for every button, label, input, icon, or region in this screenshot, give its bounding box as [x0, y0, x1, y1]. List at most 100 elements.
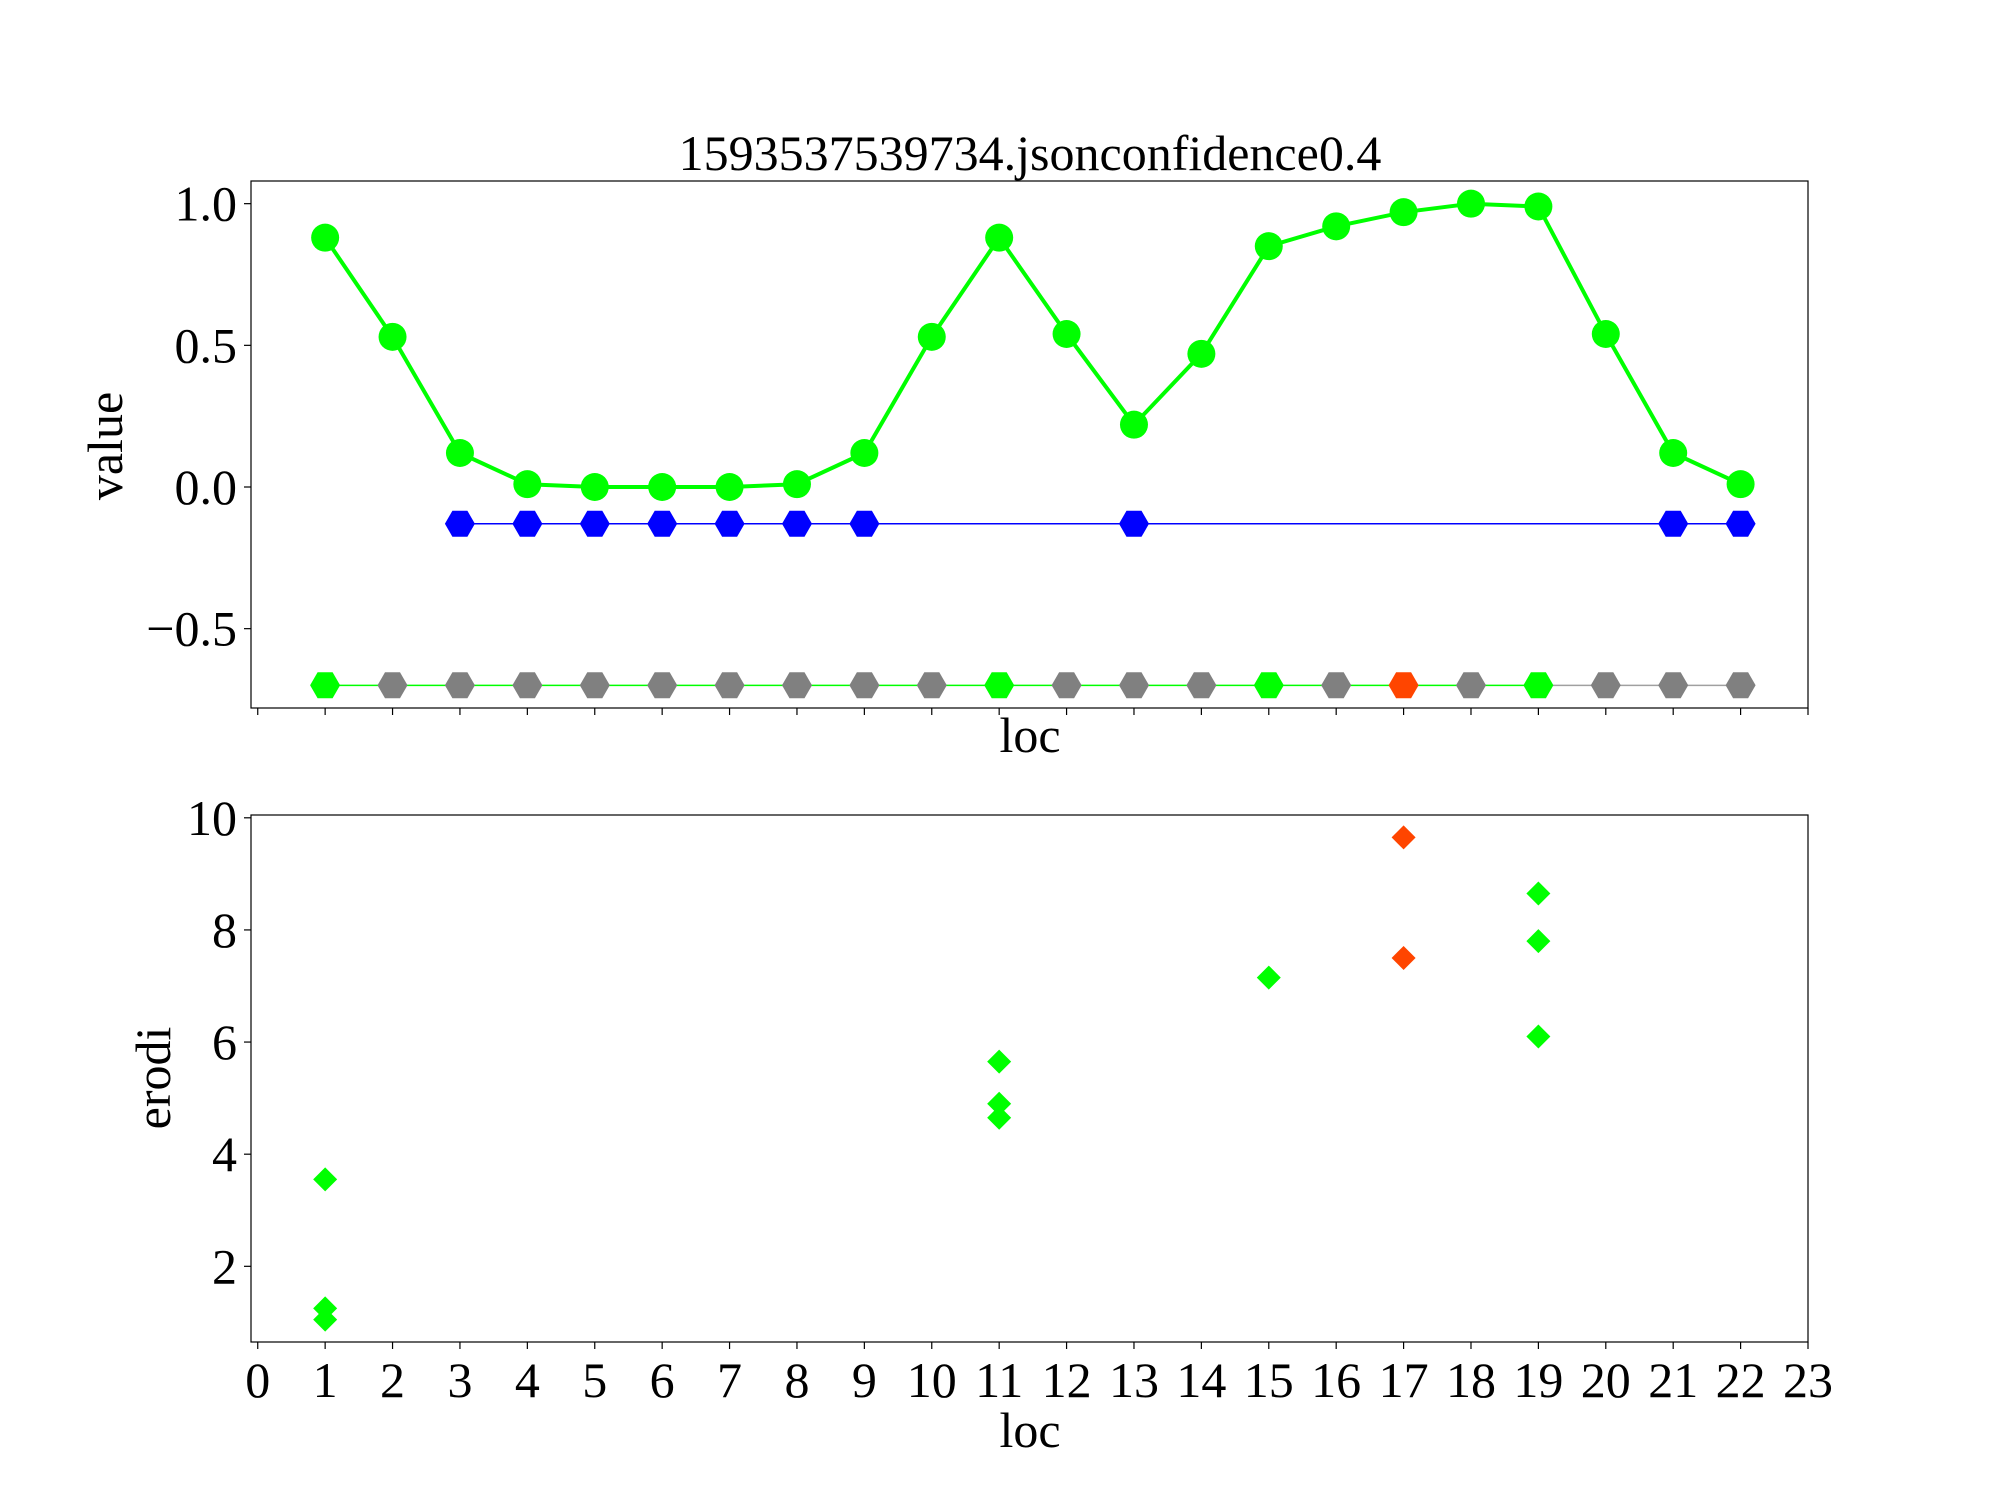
erodi-point [313, 1167, 338, 1192]
value-point [445, 439, 474, 467]
y-tick-label: 8 [212, 902, 237, 958]
value-point [1119, 410, 1148, 439]
status-point [1051, 672, 1082, 699]
value-point [1052, 320, 1081, 348]
status-point [1590, 672, 1621, 699]
y-tick-label: 2 [212, 1238, 237, 1294]
status-point [579, 672, 610, 699]
x-tick-label: 3 [447, 1352, 472, 1408]
value-point [1389, 198, 1418, 227]
x-tick-label: 0 [245, 1352, 270, 1408]
x-tick-label: 13 [1109, 1352, 1159, 1408]
erodi-point [1526, 929, 1551, 954]
x-tick-label: 14 [1176, 1352, 1226, 1408]
value-point [782, 470, 811, 499]
erodi-point [987, 1105, 1012, 1130]
blue-point [1725, 510, 1756, 537]
value-point [1456, 189, 1485, 218]
y-tick-label: −0.5 [146, 601, 237, 657]
value-point [1322, 212, 1351, 241]
erodi-point [987, 1091, 1012, 1116]
value-point [1591, 320, 1620, 348]
blue-point [782, 510, 812, 537]
value-point [648, 473, 677, 501]
top-subplot: 1593537539734.jsonconfidence0.4 1.0 0.5 0.… [77, 125, 1809, 763]
blue-point [444, 510, 475, 537]
status-point [714, 672, 745, 699]
top-plot-area [310, 189, 1756, 699]
erodi-point [987, 1049, 1012, 1074]
x-tick-label: 23 [1783, 1352, 1833, 1408]
x-tick-label: 21 [1648, 1352, 1698, 1408]
status-point [1523, 672, 1554, 699]
chart-title: 1593537539734.jsonconfidence0.4 [679, 125, 1382, 181]
bottom-subplot: 0 1 2 3 4 5 6 7 8 9 10 11 12 13 14 15 16 17 18 19 20 21 22 23 2… [125, 790, 1833, 1458]
status-point [1253, 672, 1284, 699]
status-point [377, 672, 408, 699]
bottom-y-ticks: 2 4 6 8 10 [187, 790, 251, 1294]
x-tick-label: 22 [1716, 1352, 1766, 1408]
erodi-point [1526, 881, 1551, 906]
x-tick-label: 6 [650, 1352, 675, 1408]
bottom-plot-frame [250, 814, 1809, 1343]
erodi-point [1256, 965, 1281, 990]
x-tick-label: 9 [852, 1352, 877, 1408]
status-point [647, 672, 678, 699]
y-tick-label: 1.0 [175, 176, 238, 232]
status-point [1388, 672, 1419, 699]
erodi-point [1391, 945, 1416, 970]
value-point [311, 223, 340, 252]
x-tick-label: 12 [1042, 1352, 1092, 1408]
x-tick-label: 15 [1244, 1352, 1294, 1408]
top-x-axis-label: loc [999, 707, 1060, 763]
bottom-plot-area [313, 825, 1551, 1332]
status-point [310, 672, 341, 699]
erodi-point [1526, 1024, 1551, 1049]
status-point [849, 672, 880, 699]
value-point [715, 473, 744, 501]
blue-point [1119, 510, 1149, 537]
value-point [1726, 470, 1755, 499]
value-point [985, 223, 1014, 252]
bottom-y-axis-label: erodi [125, 1027, 181, 1130]
value-point [513, 470, 542, 499]
x-tick-label: 11 [975, 1352, 1023, 1408]
value-point [580, 473, 609, 501]
status-point [512, 672, 543, 699]
bottom-x-ticks: 0 1 2 3 4 5 6 7 8 9 10 11 12 13 14 15 16 17 18 19 20 21 22 23 [245, 1342, 1833, 1408]
x-tick-label: 8 [784, 1352, 809, 1408]
y-tick-label: 4 [212, 1126, 237, 1182]
value-point [1659, 439, 1688, 467]
top-plot-frame [250, 180, 1809, 709]
y-tick-label: 6 [212, 1014, 237, 1070]
x-tick-label: 17 [1379, 1352, 1429, 1408]
blue-point [849, 510, 880, 537]
blue-point [647, 510, 678, 537]
x-tick-label: 4 [515, 1352, 540, 1408]
value-series-line [323, 201, 1742, 489]
erodi-point [1391, 825, 1416, 850]
x-tick-label: 7 [717, 1352, 742, 1408]
status-point [1186, 672, 1217, 699]
status-point [1658, 672, 1689, 699]
blue-point [512, 510, 543, 537]
x-tick-label: 2 [380, 1352, 405, 1408]
x-tick-label: 19 [1513, 1352, 1563, 1408]
top-y-axis-label: value [77, 392, 133, 500]
value-point [1524, 192, 1553, 221]
x-tick-label: 20 [1581, 1352, 1631, 1408]
top-x-ticks [257, 708, 1809, 715]
x-tick-label: 5 [582, 1352, 607, 1408]
blue-point [579, 510, 610, 537]
status-point [916, 672, 947, 699]
bottom-x-axis-label: loc [999, 1402, 1060, 1458]
top-y-ticks: 1.0 0.5 0.0 −0.5 [146, 176, 251, 657]
erodi-point [313, 1307, 338, 1332]
x-tick-label: 16 [1311, 1352, 1361, 1408]
y-tick-label: 0.5 [175, 317, 238, 373]
status-point [1321, 672, 1352, 699]
value-point [1187, 339, 1216, 368]
status-point [984, 672, 1015, 699]
value-point [850, 439, 879, 467]
blue-point [1658, 510, 1689, 537]
